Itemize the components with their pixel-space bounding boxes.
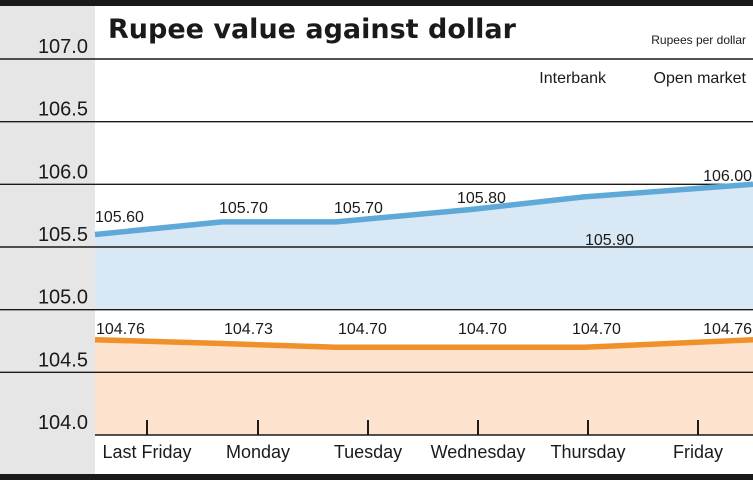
data-label-interbank: 104.70 — [338, 321, 387, 338]
x-tick-label: Friday — [673, 442, 723, 462]
data-label-interbank: 104.70 — [572, 321, 621, 338]
data-label-open-market: 105.80 — [457, 190, 506, 207]
x-tick-label: Last Friday — [102, 442, 191, 462]
area-interbank — [95, 339, 753, 435]
gridlines — [0, 58, 753, 373]
series-lines — [94, 181, 753, 351]
x-tick-label: Tuesday — [334, 442, 402, 462]
legend-interbank: Interbank — [539, 70, 607, 87]
y-axis: 104.0 104.5 105.0 105.5 106.0 106.5 107.0 — [38, 36, 88, 434]
data-label-open-market: 105.60 — [95, 209, 144, 226]
data-label-interbank: 104.76 — [703, 321, 752, 338]
data-label-open-market: 106.00 — [703, 168, 752, 185]
y-tick-label: 105.5 — [38, 224, 88, 246]
unit-label: Rupees per dollar — [651, 33, 746, 47]
y-tick-label: 105.0 — [38, 287, 88, 309]
data-labels: 104.76 104.73 104.70 104.70 104.70 104.76 105.… — [95, 168, 752, 338]
x-axis: Last Friday Monday Tuesday Wednesday Thursda… — [95, 420, 753, 462]
y-tick-label: 107.0 — [38, 36, 88, 58]
bottom-bar — [0, 474, 753, 480]
legend-open-market: Open market — [654, 70, 747, 87]
data-label-open-market: 105.70 — [334, 200, 383, 217]
y-tick-label: 106.0 — [38, 161, 88, 183]
data-label-open-market: 105.70 — [219, 200, 268, 217]
x-tick-label: Wednesday — [431, 442, 526, 462]
y-tick-label: 104.5 — [38, 349, 88, 371]
data-label-interbank: 104.70 — [458, 321, 507, 338]
data-label-interbank: 104.73 — [224, 321, 273, 338]
y-tick-label: 106.5 — [38, 99, 88, 121]
line-interbank — [94, 336, 753, 351]
data-label-interbank: 104.76 — [96, 321, 145, 338]
axis-column — [0, 6, 95, 474]
data-label-open-market: 105.90 — [585, 232, 634, 249]
x-tick-label: Monday — [226, 442, 290, 462]
line-open-market — [94, 181, 753, 238]
chart-title: Rupee value against dollar — [108, 14, 517, 45]
top-bar — [0, 0, 753, 6]
x-tick-label: Thursday — [550, 442, 625, 462]
y-tick-label: 104.0 — [38, 412, 88, 434]
